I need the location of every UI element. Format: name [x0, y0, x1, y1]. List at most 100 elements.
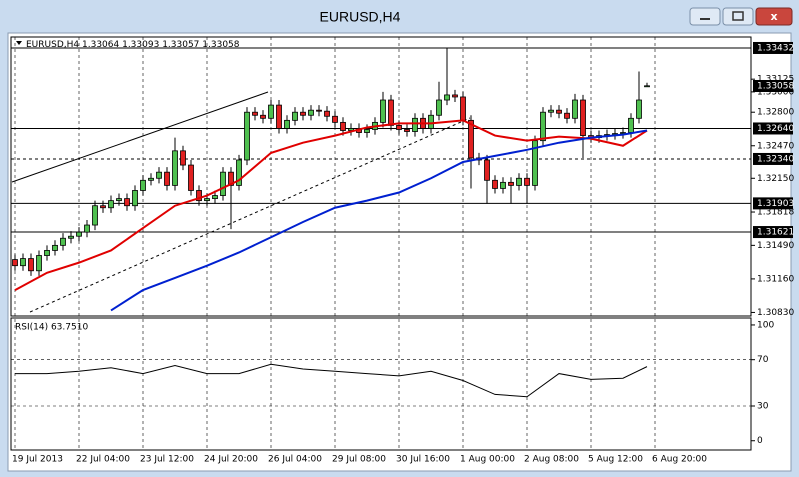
candle-body: [516, 177, 522, 186]
current-price-box: [753, 79, 793, 92]
candle-body: [124, 198, 130, 207]
y-tick-label: 1.30830: [757, 308, 794, 318]
chart-area: [7, 32, 792, 472]
x-tick-label: 5 Aug 12:00: [588, 455, 643, 465]
y-tick-label: 1.31818: [757, 208, 794, 218]
candle-body: [404, 129, 410, 132]
candle-body: [244, 111, 250, 161]
candle-body: [564, 112, 570, 119]
candle-body: [180, 150, 186, 166]
y-tick-label: 1.31490: [757, 241, 794, 251]
quote-high: 1.33093: [122, 40, 159, 50]
candle-body: [52, 244, 58, 251]
candle-body: [580, 99, 586, 136]
candle-body: [500, 181, 506, 189]
candle-body: [524, 177, 530, 186]
level-label-box: [753, 152, 793, 165]
candle-body: [340, 121, 346, 131]
candle-body: [572, 99, 578, 119]
moving-average: [14, 119, 648, 291]
candle-body: [236, 159, 242, 186]
x-tick-label: 24 Jul 20:00: [204, 455, 258, 465]
x-tick-label: 2 Aug 08:00: [524, 455, 579, 465]
candle-body: [12, 259, 18, 267]
close-button[interactable]: [755, 7, 793, 26]
x-tick-label: 19 Jul 2013: [12, 455, 63, 465]
candle-body: [444, 94, 450, 101]
candle-body: [140, 179, 146, 191]
candle-body: [548, 109, 554, 113]
candle-body: [324, 110, 330, 117]
candle-body: [508, 181, 514, 186]
candle-body: [396, 125, 402, 130]
candle-body: [172, 150, 178, 186]
level-label-box: [753, 122, 793, 135]
rsi-pane: [10, 317, 752, 451]
candle-body: [492, 179, 498, 189]
candle-body: [628, 117, 634, 133]
candle-body: [540, 111, 546, 142]
y-tick-label: 100: [757, 320, 774, 330]
chart-header: EURUSD,H4 1.33064 1.33093 1.33057 1.3305…: [26, 40, 240, 50]
candle-body: [436, 99, 442, 116]
y-tick-label: 1.33000: [757, 87, 794, 97]
candle-body: [484, 159, 490, 181]
candle-body: [156, 171, 162, 179]
candle-body: [76, 231, 82, 237]
x-tick-label: 30 Jul 16:00: [396, 455, 450, 465]
quote-open: 1.33064: [82, 40, 119, 50]
maximize-icon: [732, 11, 744, 21]
symbol: EURUSD,H4: [26, 40, 79, 50]
candle-body: [532, 140, 538, 186]
level-label-box: [753, 197, 793, 210]
candle-body: [620, 132, 626, 134]
candle-body: [252, 111, 258, 116]
candle-body: [556, 109, 562, 114]
level-label-box: [753, 41, 793, 54]
candle-body: [292, 111, 298, 121]
candle-body: [108, 200, 114, 209]
x-tick-label: 26 Jul 04:00: [268, 455, 322, 465]
current-price-label: 1.33058: [757, 81, 794, 91]
close-icon: x: [770, 10, 777, 23]
candle-body: [260, 114, 266, 119]
candle-body: [60, 237, 66, 246]
y-tick-label: 1.31160: [757, 274, 794, 284]
y-tick-label: 1.33125: [757, 75, 794, 85]
candle-body: [380, 99, 386, 123]
x-tick-label: 22 Jul 04:00: [76, 455, 130, 465]
header-arrow: [16, 41, 22, 45]
trendline: [11, 91, 269, 183]
candle-body: [300, 111, 306, 116]
candle-body: [148, 177, 154, 181]
candle-body: [364, 129, 370, 133]
candle-body: [644, 85, 650, 88]
level-label: 1.32340: [757, 154, 794, 164]
rsi-title: RSI(14) 63.7510: [15, 323, 88, 333]
level-label: 1.31903: [757, 199, 794, 209]
x-tick-label: 6 Aug 20:00: [652, 455, 707, 465]
candle-body: [188, 164, 194, 191]
y-tick-label: 1.32800: [757, 108, 794, 118]
y-tick-label: 1.32150: [757, 174, 794, 184]
rsi-line: [15, 363, 648, 398]
candle-body: [332, 115, 338, 123]
candle-body: [412, 117, 418, 132]
minimize-button[interactable]: [689, 7, 721, 26]
candle-body: [308, 109, 314, 116]
candle-body: [468, 119, 474, 159]
level-label-box: [753, 226, 793, 239]
candle-body: [452, 94, 458, 98]
window-title: EURUSD,H4: [320, 9, 401, 25]
x-tick-label: 23 Jul 12:00: [140, 455, 194, 465]
maximize-button[interactable]: [722, 7, 754, 26]
candle-body: [284, 119, 290, 129]
candle-body: [460, 96, 466, 121]
candle-body: [116, 198, 122, 202]
y-tick-label: 1.32470: [757, 141, 794, 151]
price-pane: [10, 36, 752, 317]
candle-body: [276, 104, 282, 129]
candle-body: [132, 190, 138, 207]
level-label: 1.31621: [757, 228, 794, 238]
quote-low: 1.33057: [162, 40, 199, 50]
